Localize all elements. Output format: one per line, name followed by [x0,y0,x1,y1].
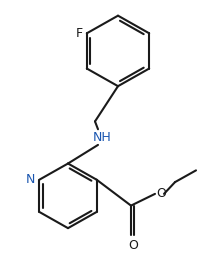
Text: N: N [26,173,35,186]
Text: F: F [76,27,83,40]
Text: NH: NH [93,131,111,144]
Text: O: O [156,187,166,200]
Text: O: O [128,239,138,252]
